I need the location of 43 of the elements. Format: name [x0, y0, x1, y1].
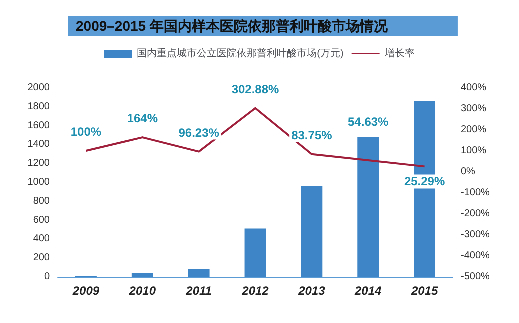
data-label: 96.23%: [178, 126, 220, 140]
x-tick-label: 2013: [298, 284, 326, 298]
data-label: 164%: [127, 112, 158, 126]
y-tick-label: 600: [33, 214, 50, 226]
x-tick-label: 2012: [241, 284, 270, 298]
y-tick-label: 2000: [28, 82, 50, 94]
legend-label: 国内重点城市公立医院依那普利叶酸市场(万元): [137, 48, 344, 60]
y2-tick-label: -300%: [461, 230, 490, 240]
x-tick-label: 2011: [185, 284, 212, 298]
y2-tick-label: 100%: [461, 146, 487, 156]
bar: [132, 273, 154, 277]
bar: [188, 269, 210, 277]
y2-tick-label: -400%: [461, 250, 490, 262]
y-tick-label: 800: [33, 196, 50, 207]
y2-tick-label: -100%: [461, 188, 490, 198]
data-label: 100%: [70, 125, 102, 139]
data-label: 25.29%: [404, 174, 446, 189]
y-tick-label: 1000: [28, 177, 50, 188]
y-tick-label: 200: [33, 252, 50, 264]
bar: [358, 137, 380, 277]
bar: [301, 186, 323, 277]
legend-label: 增长率: [384, 48, 415, 60]
x-tick-label: 2015: [410, 284, 438, 298]
y-tick-label: 1800: [28, 101, 50, 112]
y-tick-label: 1600: [28, 120, 50, 132]
chart-title: 2009–2015 年国内样本医院依那普利叶酸市场情况: [76, 18, 389, 34]
y-tick-label: 1400: [28, 139, 50, 150]
x-tick-label: 2014: [354, 284, 382, 298]
y2-tick-label: -500%: [461, 272, 490, 282]
data-label: 54.63%: [348, 115, 390, 130]
y2-tick-label: 400%: [461, 82, 487, 94]
bar: [244, 228, 266, 277]
y2-tick-label: 300%: [461, 104, 487, 114]
data-label: 83.75%: [292, 128, 333, 142]
x-tick-label: 2009: [72, 284, 100, 298]
y2-tick-label: 200%: [461, 124, 487, 136]
x-tick-label: 2010: [128, 284, 156, 298]
y2-tick-label: -200%: [461, 208, 490, 220]
data-label: 302.88%: [232, 82, 280, 96]
y-tick-label: 0: [44, 272, 50, 282]
y-tick-label: 1200: [28, 158, 50, 170]
y2-tick-label: 0%: [461, 166, 476, 178]
y-tick-label: 400: [33, 234, 50, 245]
